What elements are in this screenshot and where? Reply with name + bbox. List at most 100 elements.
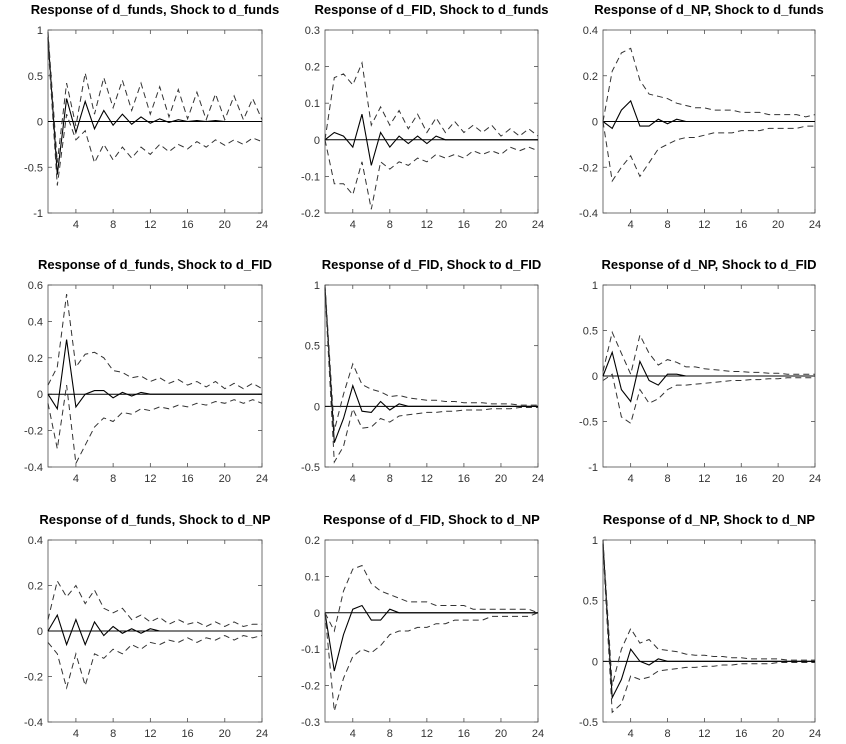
x-tick-label: 16 bbox=[458, 728, 470, 740]
x-tick-label: 12 bbox=[421, 473, 433, 485]
x-tick-label: 24 bbox=[532, 473, 544, 485]
chart-panel-6: Response of d_NP, Shock to d_FID -1 -0.5 0 0… bbox=[579, 257, 821, 485]
x-tick-label: 20 bbox=[219, 728, 231, 740]
x-tick-label: 8 bbox=[387, 728, 393, 740]
x-tick-label: 8 bbox=[110, 219, 116, 231]
x-tick-label: 24 bbox=[809, 728, 821, 740]
x-tick-label: 4 bbox=[73, 219, 79, 231]
y-tick-label: -1 bbox=[588, 462, 598, 474]
x-tick-label: 20 bbox=[495, 728, 507, 740]
x-tick-label: 16 bbox=[458, 219, 470, 231]
y-tick-label: 0.1 bbox=[305, 571, 320, 583]
x-tick-label: 12 bbox=[144, 728, 156, 740]
plot-area bbox=[602, 539, 816, 723]
y-tick-label: 1 bbox=[592, 535, 598, 547]
chart-panel-8: Response of d_FID, Shock to d_NP -0.3 -0.2… bbox=[301, 512, 544, 740]
series-line-upper bbox=[324, 284, 538, 431]
x-tick-label: 4 bbox=[350, 473, 356, 485]
y-tick-label: 0.3 bbox=[305, 25, 320, 37]
chart-panel-9: Response of d_NP, Shock to d_NP -0.5 0 0.5 1… bbox=[579, 512, 821, 740]
x-tick-label: 8 bbox=[664, 728, 670, 740]
series-line-upper bbox=[602, 539, 815, 686]
x-tick-label: 24 bbox=[809, 219, 821, 231]
x-tick-label: 8 bbox=[664, 219, 670, 231]
x-tick-label: 20 bbox=[219, 219, 231, 231]
y-tick-label: 0.5 bbox=[583, 326, 598, 338]
x-tick-label: 4 bbox=[628, 219, 634, 231]
series-line-response bbox=[47, 37, 262, 175]
chart-title: Response of d_funds, Shock to d_NP bbox=[39, 512, 270, 527]
y-tick-label: -0.1 bbox=[301, 644, 320, 656]
y-tick-label: 0.2 bbox=[305, 535, 320, 547]
x-tick-label: 20 bbox=[772, 473, 784, 485]
y-tick-label: -0.1 bbox=[301, 171, 320, 183]
series-line-lower bbox=[602, 121, 815, 183]
x-tick-label: 20 bbox=[495, 219, 507, 231]
x-tick-label: 16 bbox=[181, 728, 193, 740]
series-line-lower bbox=[324, 612, 539, 712]
x-tick-label: 12 bbox=[144, 219, 156, 231]
series-line-response bbox=[602, 350, 815, 403]
x-tick-label: 12 bbox=[698, 728, 710, 740]
y-tick-label: -0.2 bbox=[301, 681, 320, 693]
x-tick-label: 4 bbox=[73, 728, 79, 740]
series-line-response bbox=[324, 114, 538, 166]
y-tick-label: 0 bbox=[37, 389, 43, 401]
x-tick-label: 8 bbox=[664, 473, 670, 485]
x-tick-label: 20 bbox=[495, 473, 507, 485]
x-tick-label: 24 bbox=[532, 728, 544, 740]
x-tick-label: 16 bbox=[181, 473, 193, 485]
y-tick-label: 0 bbox=[37, 117, 43, 129]
plot-area bbox=[47, 284, 263, 468]
y-tick-label: -0.2 bbox=[24, 672, 43, 684]
y-tick-label: -0.5 bbox=[301, 462, 320, 474]
y-tick-label: 0.4 bbox=[583, 25, 598, 37]
y-tick-label: 0 bbox=[314, 401, 320, 413]
chart-title: Response of d_FID, Shock to d_funds bbox=[314, 2, 548, 17]
y-tick-label: -0.5 bbox=[24, 162, 43, 174]
x-tick-label: 12 bbox=[698, 473, 710, 485]
x-tick-label: 12 bbox=[144, 473, 156, 485]
series-line-upper bbox=[602, 330, 815, 376]
x-tick-label: 24 bbox=[809, 473, 821, 485]
series-line-response bbox=[324, 287, 538, 443]
x-tick-label: 16 bbox=[735, 728, 747, 740]
y-tick-label: 0 bbox=[37, 626, 43, 638]
series-line-lower bbox=[47, 43, 263, 186]
series-line-upper bbox=[47, 31, 263, 163]
y-tick-label: -0.5 bbox=[579, 717, 598, 729]
y-tick-label: -0.3 bbox=[301, 717, 320, 729]
chart-title: Response of d_funds, Shock to d_funds bbox=[31, 2, 279, 17]
x-tick-label: 24 bbox=[532, 219, 544, 231]
y-tick-label: 0.2 bbox=[28, 581, 43, 593]
x-tick-label: 16 bbox=[181, 219, 193, 231]
chart-title: Response of d_NP, Shock to d_NP bbox=[603, 512, 815, 527]
series-line-response bbox=[602, 543, 815, 700]
chart-panel-2: Response of d_FID, Shock to d_funds -0.2 -… bbox=[301, 2, 548, 231]
series-line-lower bbox=[602, 373, 815, 425]
chart-panel-7: Response of d_funds, Shock to d_NP -0.4 -0… bbox=[24, 512, 271, 740]
series-line-response bbox=[47, 339, 262, 411]
y-tick-label: 0 bbox=[592, 117, 598, 129]
y-tick-label: 0.4 bbox=[28, 535, 43, 547]
x-tick-label: 4 bbox=[73, 473, 79, 485]
series-line-lower bbox=[324, 291, 538, 464]
series-line-lower bbox=[602, 548, 815, 714]
x-tick-label: 4 bbox=[350, 728, 356, 740]
y-tick-label: 0 bbox=[314, 135, 320, 147]
y-tick-label: -0.4 bbox=[579, 208, 598, 220]
series-line-lower bbox=[47, 385, 263, 466]
x-tick-label: 8 bbox=[110, 728, 116, 740]
x-tick-label: 12 bbox=[421, 728, 433, 740]
y-tick-label: 0.1 bbox=[305, 98, 320, 110]
y-tick-label: 0 bbox=[592, 656, 598, 668]
x-tick-label: 8 bbox=[387, 473, 393, 485]
y-tick-label: 1 bbox=[592, 280, 598, 292]
chart-panel-1: Response of d_funds, Shock to d_funds -1 -… bbox=[24, 2, 279, 231]
x-tick-label: 8 bbox=[110, 473, 116, 485]
series-line-response bbox=[47, 613, 262, 647]
x-tick-label: 24 bbox=[256, 473, 268, 485]
x-tick-label: 20 bbox=[219, 473, 231, 485]
series-line-upper bbox=[47, 294, 263, 390]
